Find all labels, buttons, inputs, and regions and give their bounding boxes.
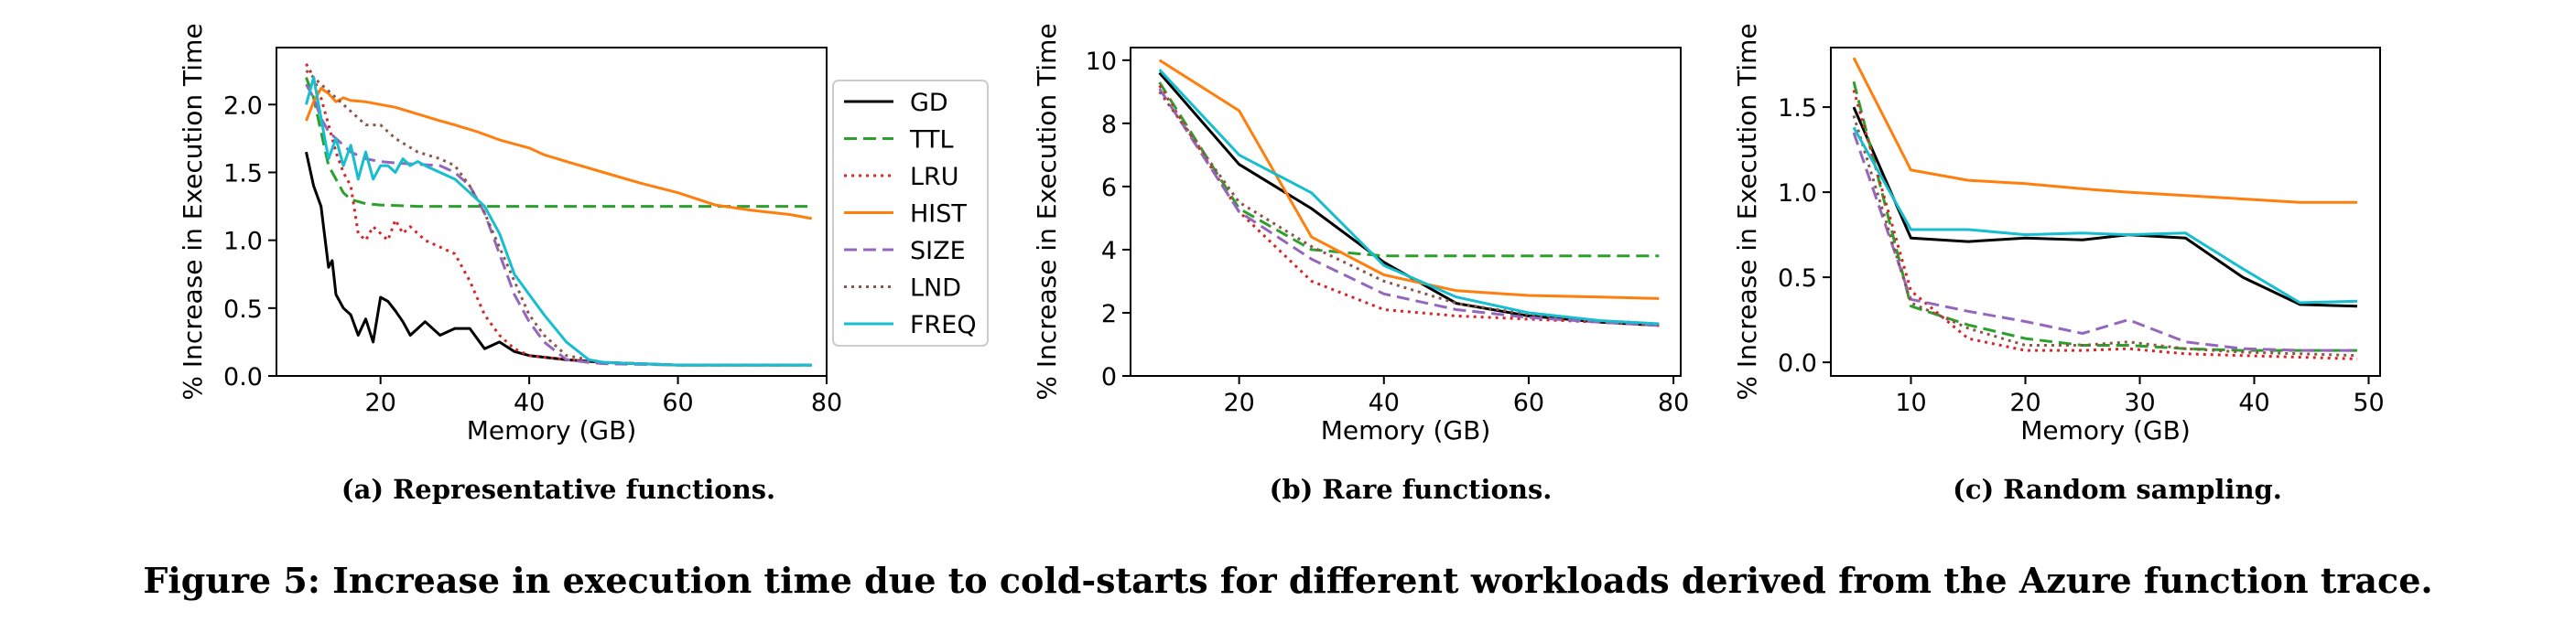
series-line-hist — [1852, 57, 2357, 204]
y-axis-label: % Increase in Execution Time — [1032, 23, 1062, 400]
y-tick-label: 0.0 — [1778, 349, 1817, 378]
x-tick-label: 80 — [1658, 389, 1689, 417]
series-line-size — [1158, 88, 1660, 327]
legend-label-ttl: TTL — [909, 126, 954, 155]
y-tick-label: 0.5 — [1778, 264, 1817, 293]
plot-frame — [276, 47, 828, 377]
y-tick-label: 0.0 — [223, 363, 263, 391]
y-tick-label: 1.5 — [1778, 94, 1817, 123]
series-line-lru — [1852, 90, 2358, 360]
legend-label-lnd: LND — [910, 274, 961, 303]
legend: GD TTL LRU HIST SIZE LND FREQ — [832, 80, 989, 347]
subfigure-caption: (b) Rare functions. — [1270, 474, 1553, 505]
series-line-ttl — [1852, 80, 2357, 352]
y-tick-label: 6 — [1101, 174, 1117, 202]
x-tick-label: 40 — [514, 389, 545, 417]
series-line-lru — [305, 63, 812, 367]
series-line-freq — [1158, 69, 1660, 326]
x-tick-label: 40 — [2238, 389, 2269, 417]
y-tick-label: 2 — [1101, 300, 1117, 328]
y-axis-label: % Increase in Execution Time — [178, 23, 208, 400]
series-line-hist — [305, 87, 813, 220]
legend-label-freq: FREQ — [910, 311, 977, 339]
plot-frame — [1130, 47, 1682, 377]
series-line-freq — [1852, 126, 2358, 305]
series-line-freq — [305, 76, 812, 367]
y-axis-label: % Increase in Execution Time — [1732, 23, 1762, 400]
y-tick-label: 0 — [1101, 363, 1117, 391]
series-line-ttl — [305, 77, 812, 209]
y-tick-label: 1.0 — [1778, 179, 1817, 208]
x-tick-label: 40 — [1369, 389, 1400, 417]
series-line-ttl — [1158, 81, 1660, 258]
x-tick-label: 30 — [2124, 389, 2155, 417]
x-tick-label: 10 — [1895, 389, 1926, 417]
x-tick-label: 20 — [2009, 389, 2040, 417]
y-tick-label: 0.5 — [223, 295, 263, 324]
chart-1: 20 40 60 80 0.0 0.5 1.0 1.5 2.0 Memory (GB) % Incr… — [178, 23, 842, 505]
series-line-size — [1852, 132, 2357, 352]
series-line-hist — [1158, 59, 1660, 300]
x-axis-label: Memory (GB) — [2020, 415, 2191, 445]
y-tick-label: 1.5 — [223, 159, 263, 188]
y-tick-label: 4 — [1101, 237, 1117, 265]
x-tick-label: 20 — [1223, 389, 1254, 417]
y-tick-label: 2.0 — [223, 91, 263, 120]
x-tick-label: 60 — [1513, 389, 1544, 417]
legend-label-gd: GD — [910, 89, 948, 117]
x-tick-label: 20 — [365, 389, 396, 417]
subfigure-caption: (a) Representative functions. — [341, 474, 775, 505]
series-line-lnd — [305, 70, 812, 367]
plot-frame — [1830, 47, 2381, 377]
y-tick-label: 8 — [1101, 111, 1117, 139]
chart-2: 20 40 60 80 0 2 4 6 8 10 Memory (GB) % Increase in … — [1032, 23, 1689, 505]
series-line-gd — [305, 151, 812, 367]
chart-3: 10 20 30 40 50 0.0 0.5 1.0 1.5 Memory (GB) % Incre… — [1732, 23, 2385, 505]
x-axis-label: Memory (GB) — [467, 415, 637, 445]
legend-box — [832, 80, 989, 347]
x-tick-label: 60 — [662, 389, 693, 417]
figure-caption: Figure 5: Increase in execution time due… — [143, 560, 2432, 601]
y-tick-label: 10 — [1086, 48, 1117, 76]
x-tick-label: 80 — [811, 389, 842, 417]
x-tick-label: 50 — [2353, 389, 2384, 417]
subfigure-caption: (c) Random sampling. — [1953, 474, 2282, 505]
series-line-gd — [1852, 106, 2358, 308]
y-tick-label: 1.0 — [223, 228, 263, 256]
series-line-lnd — [1852, 114, 2358, 358]
legend-label-lru: LRU — [910, 163, 959, 191]
x-axis-label: Memory (GB) — [1321, 415, 1491, 445]
legend-label-hist: HIST — [910, 200, 967, 229]
series-line-lnd — [1158, 91, 1660, 326]
legend-label-size: SIZE — [910, 237, 966, 265]
